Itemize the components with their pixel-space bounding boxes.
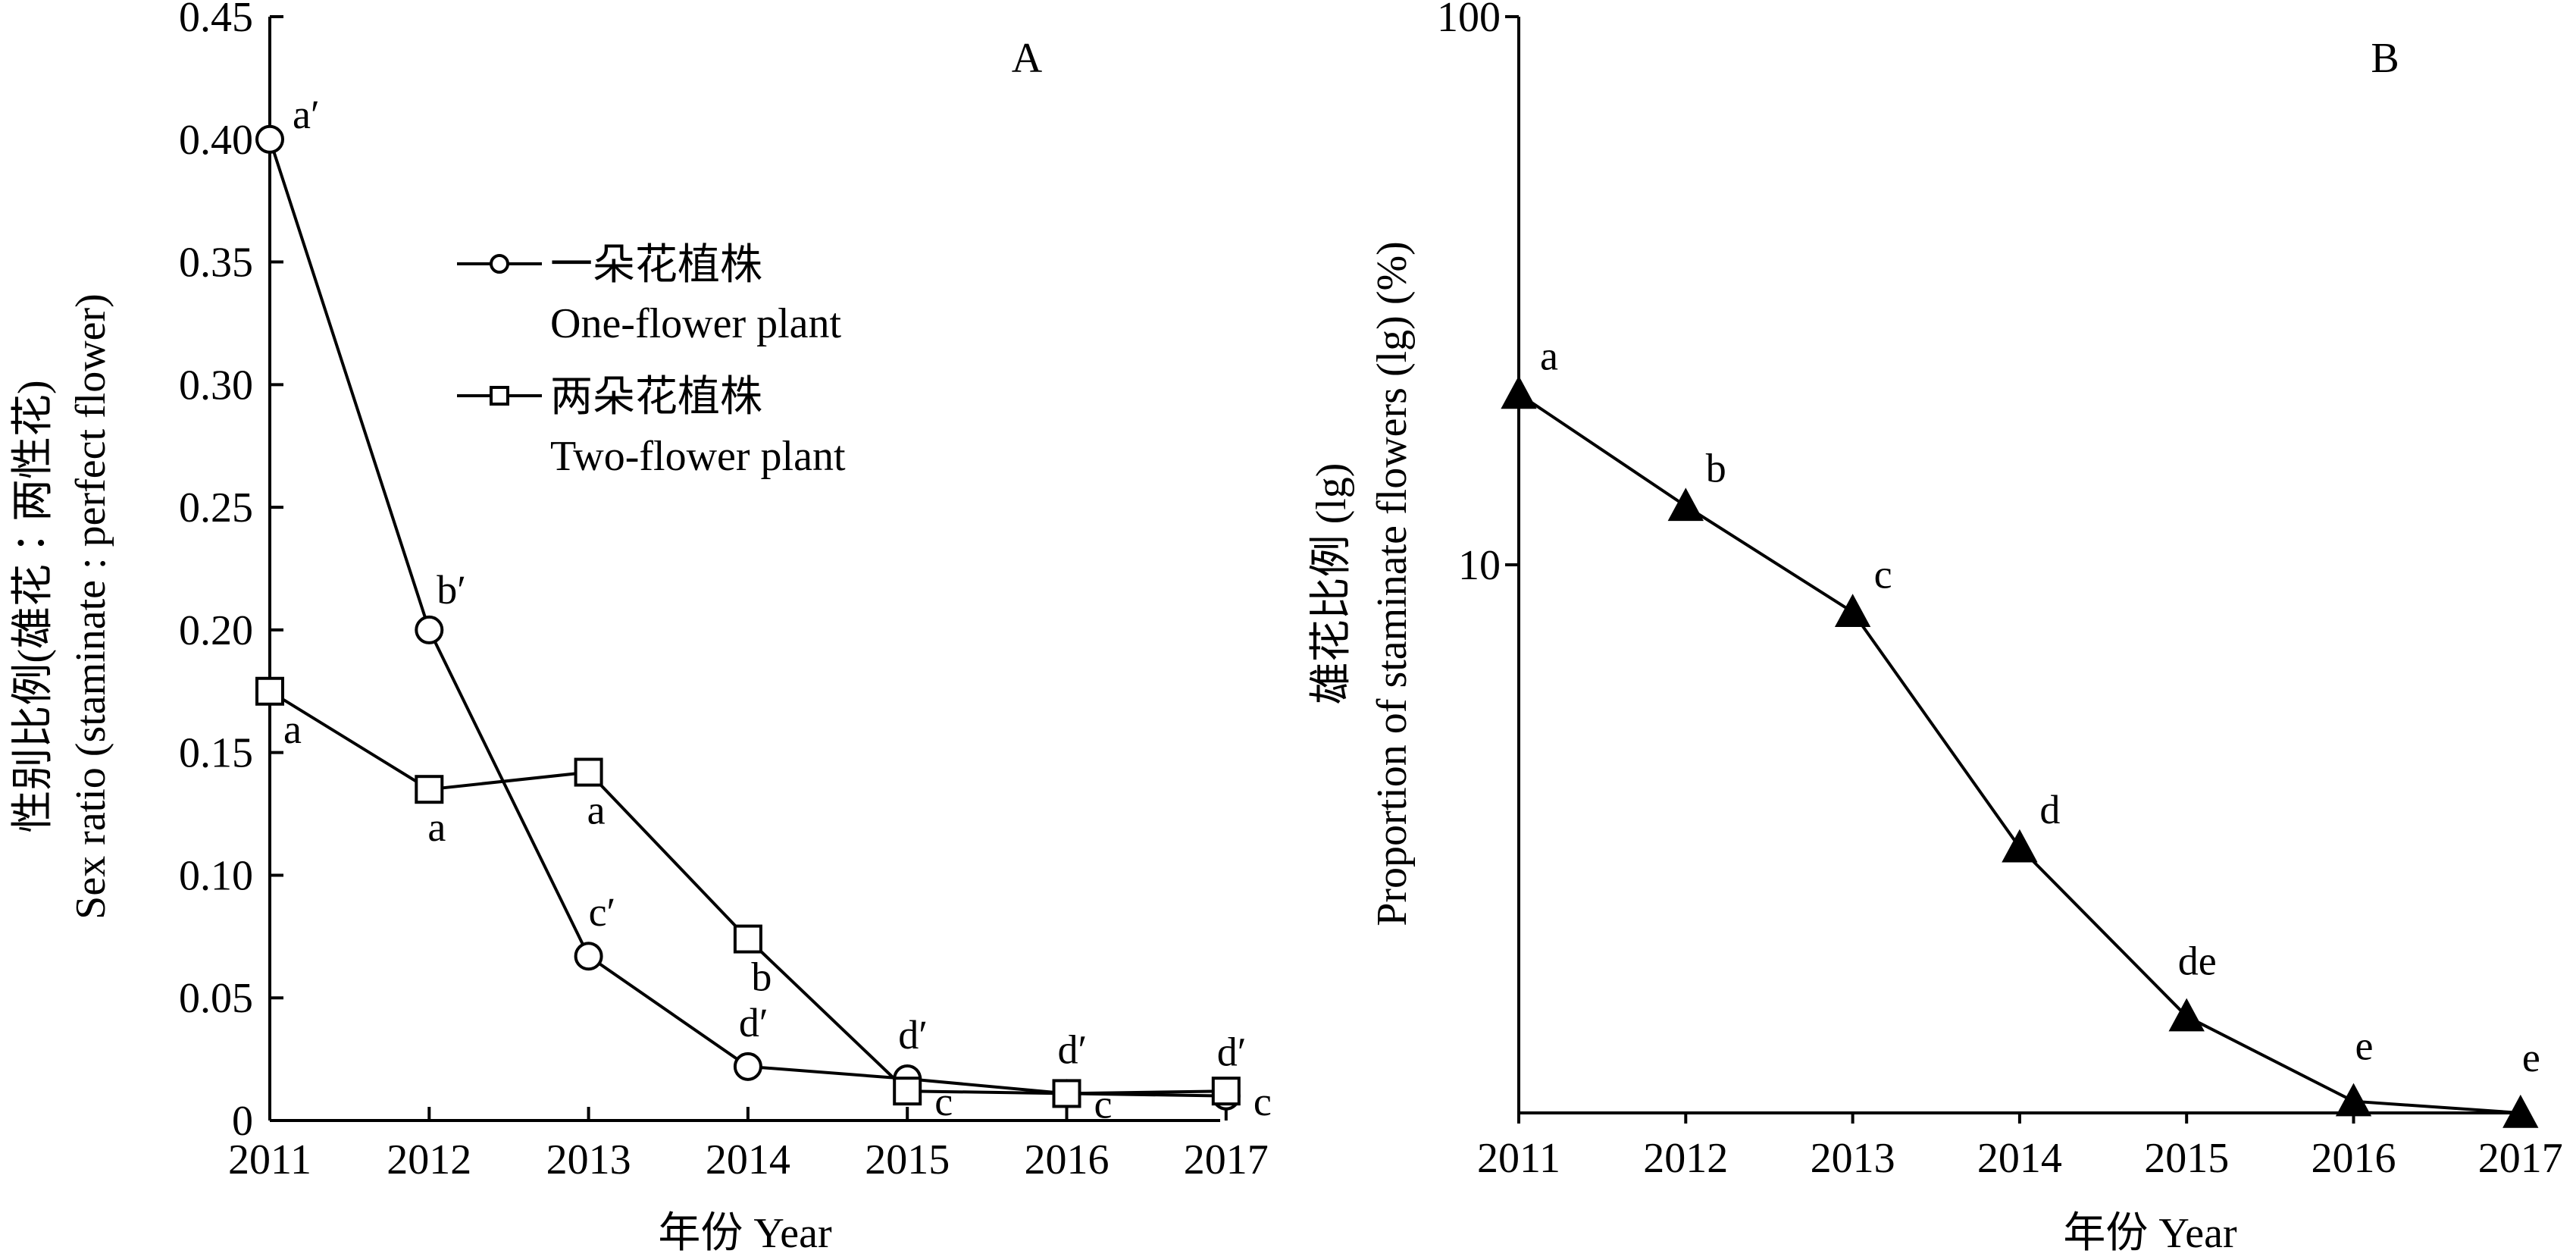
panel-b-significance-label: c <box>1874 551 1892 597</box>
panel-a-legend: 一朵花植株 One-flower plant 两朵花植株 Two-flower … <box>457 242 846 480</box>
panel-a-significance-label: d′ <box>739 1000 768 1045</box>
panel-a-one-flower-point <box>574 942 603 971</box>
panel-b-y-axis-title-cn: 雄花比例 (lg) <box>1308 463 1355 705</box>
panel-a-significance-label: d′ <box>1217 1030 1247 1075</box>
panel-b-x-tick-label: 2012 <box>1643 1135 1728 1182</box>
panel-b-y-tick-label: 10 <box>1458 542 1501 589</box>
panel-b-point <box>1667 487 1704 522</box>
legend-two-flower-marker <box>490 386 509 406</box>
panel-b-point <box>1834 594 1871 628</box>
panel-a-y-tick-label: 0.45 <box>179 0 253 41</box>
legend-two-flower-cn: 两朵花植株 <box>550 374 762 421</box>
panel-b-point <box>2502 1094 2539 1128</box>
panel-a-significance-label: a <box>427 804 446 850</box>
panel-a-x-tick-label: 2017 <box>1184 1136 1269 1183</box>
panel-a-x-tick-label: 2011 <box>228 1136 311 1183</box>
panel-a-y-tick-label: 0.30 <box>179 362 253 409</box>
panel-b-series-line <box>1517 392 2521 1114</box>
panel-a-significance-label: c′ <box>589 889 616 935</box>
panel-b-point <box>2168 998 2205 1032</box>
legend-one-flower-marker <box>490 254 509 274</box>
panel-a: 0 0.05 0.10 0.15 0.20 0.25 0.30 0.35 0.40 0.45 20… <box>10 0 1272 1257</box>
panel-a-one-flower-point <box>733 1052 762 1081</box>
panel-b-x-tick-label: 2017 <box>2478 1135 2563 1182</box>
panel-a-significance-label: b <box>751 954 772 1000</box>
panel-a-y-tick-label: 0.15 <box>179 730 253 777</box>
panel-a-significance-label: a′ <box>293 92 320 137</box>
panel-a-significance-label: a <box>283 707 302 752</box>
panel-a-significance-label: a <box>587 788 606 833</box>
panel-a-one-flower-point <box>415 615 444 644</box>
panel-b-point <box>2335 1083 2372 1117</box>
panel-b-significance-label: b <box>1706 445 1726 491</box>
panel-a-significance-label: d′ <box>898 1012 928 1058</box>
panel-a-y-tick-label: 0 <box>232 1098 253 1145</box>
panel-b-significance-label: a <box>1540 334 1558 379</box>
panel-b-significance-label: e <box>2355 1023 2374 1069</box>
panel-b-point <box>1501 375 1537 409</box>
panel-a-label: A <box>1012 35 1043 82</box>
panel-a-y-tick-label: 0.05 <box>179 975 253 1022</box>
panel-a-x-axis-title: 年份 Year <box>658 1210 832 1256</box>
legend-one-flower-cn: 一朵花植株 <box>550 242 762 289</box>
panel-b-significance-label: de <box>2178 939 2217 984</box>
panel-a-x-tick-label: 2012 <box>387 1136 471 1183</box>
panel-a-two-flower-point <box>574 757 603 787</box>
legend-two-flower-en: Two-flower plant <box>550 433 846 480</box>
panel-a-significance-label: b′ <box>437 567 466 613</box>
panel-a-significance-label: c <box>934 1079 953 1124</box>
panel-b-x-tick-label: 2016 <box>2312 1135 2396 1182</box>
legend-one-flower-en: One-flower plant <box>550 300 842 347</box>
panel-a-x-tick-label: 2014 <box>706 1136 790 1183</box>
panel-b-significance-label: d <box>2039 787 2060 832</box>
panel-a-y-tick-label: 0.40 <box>179 117 253 164</box>
panel-b-point <box>2002 829 2038 863</box>
panel-b-y-tick-label: 100 <box>1437 0 1501 41</box>
panel-a-two-flower-point <box>893 1077 922 1106</box>
panel-b-x-tick-label: 2014 <box>1977 1135 2062 1182</box>
panel-b: 10 100 2011 2012 2013 2014 2015 2016 2017 B 年份 … <box>1308 0 2563 1257</box>
panel-a-x-tick-label: 2016 <box>1025 1136 1110 1183</box>
panel-a-y-tick-label: 0.35 <box>179 240 253 287</box>
panel-a-significance-label: d′ <box>1058 1026 1088 1072</box>
panel-a-significance-label: c <box>1094 1081 1113 1127</box>
panel-b-x-tick-label: 2013 <box>1811 1135 1895 1182</box>
panel-a-x-tick-label: 2015 <box>865 1136 950 1183</box>
panel-a-two-flower-point <box>255 676 284 706</box>
panel-a-y-tick-label: 0.10 <box>179 852 253 899</box>
panel-a-x-tick-label: 2013 <box>546 1136 631 1183</box>
panel-a-y-axis-title-en: Sex ratio (staminate : perfect flower) <box>67 293 114 920</box>
panel-a-significance-label: c <box>1254 1079 1272 1124</box>
panel-b-x-tick-label: 2011 <box>1477 1135 1560 1182</box>
panel-a-y-tick-label: 0.25 <box>179 484 253 531</box>
panel-a-one-flower-point <box>255 124 284 154</box>
panel-b-x-axis-title: 年份 Year <box>2063 1210 2237 1256</box>
panel-b-label: B <box>2371 35 2399 82</box>
panel-a-two-flower-point <box>415 775 444 804</box>
panel-b-significance-label: e <box>2522 1035 2540 1080</box>
panel-a-two-flower-point <box>1211 1077 1241 1106</box>
panel-a-two-flower-point <box>733 924 762 954</box>
panel-a-y-tick-label: 0.20 <box>179 607 253 654</box>
panel-b-x-tick-label: 2015 <box>2144 1135 2229 1182</box>
panel-a-two-flower-point <box>1052 1079 1081 1108</box>
panel-a-y-axis-title-cn: 性别比例(雄花∶两性花) <box>10 380 57 832</box>
panel-b-y-axis-title-en: Proportion of staminate flowers (lg) (%) <box>1369 241 1416 926</box>
